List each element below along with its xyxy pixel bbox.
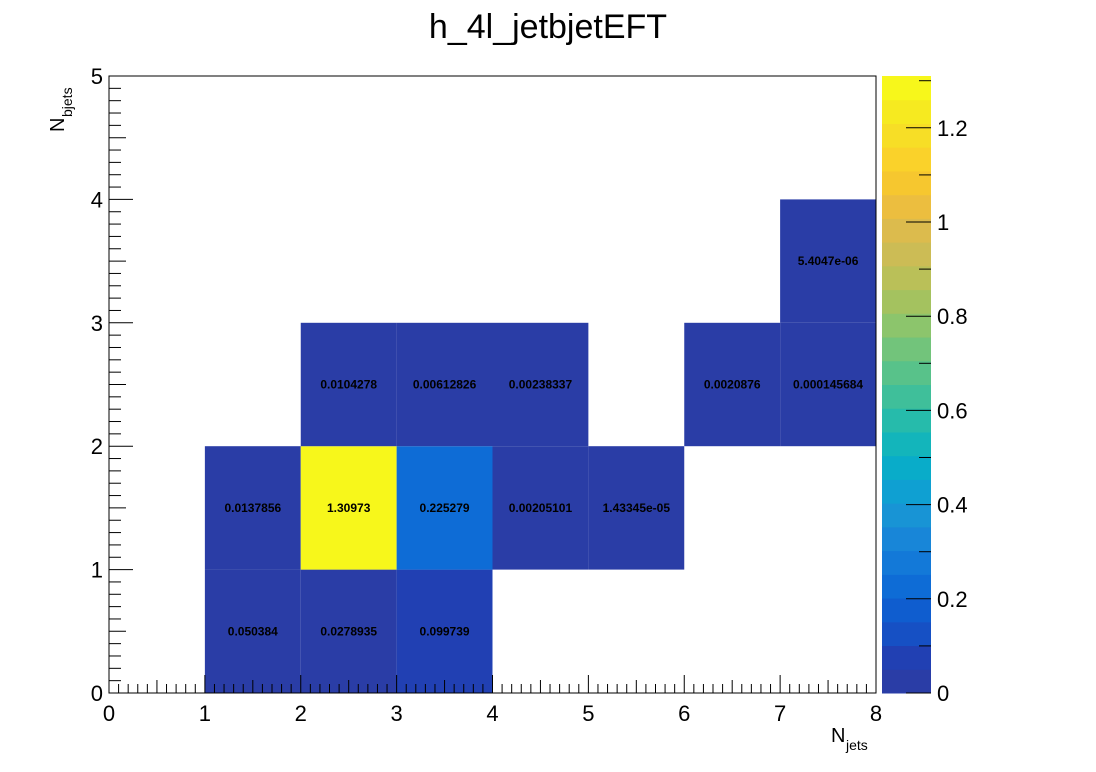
color-scale-bar: 0 0.2 0.4 0.6 0.8 1 1.2 — [882, 76, 968, 706]
heatmap-cell — [684, 322, 781, 447]
color-scale-band — [882, 408, 931, 433]
cell-value-label: 0.0104278 — [320, 378, 377, 392]
x-axis-label-main: N — [831, 725, 845, 747]
cell-labels: 0.050384 0.0278935 0.099739 0.0137856 1.3097… — [224, 254, 863, 638]
cell-value-label: 0.099739 — [420, 624, 470, 638]
heatmap-cells — [204, 199, 876, 693]
color-scale-tick-label: 1 — [937, 210, 949, 235]
cell-value-label: 0.225279 — [420, 501, 470, 515]
color-scale-band — [882, 123, 931, 148]
color-scale-band — [882, 99, 931, 124]
color-scale-band — [882, 621, 931, 647]
heatmap-cell — [492, 446, 589, 570]
heatmap-cell — [396, 322, 493, 447]
heatmap-cell — [204, 569, 301, 693]
color-scale-tick-label: 0.6 — [937, 398, 968, 423]
heatmap-cell — [300, 322, 397, 447]
x-axis-label-sub: jets — [845, 737, 868, 753]
heatmap-cell — [780, 199, 876, 323]
cell-value-label: 5.4047e-06 — [798, 254, 859, 268]
color-scale-band — [882, 526, 931, 552]
y-tick-label: 2 — [91, 434, 103, 459]
x-tick-label: 6 — [678, 701, 690, 726]
y-axis: 0 1 2 3 4 5 — [91, 64, 133, 706]
cell-value-label: 0.0020876 — [704, 378, 761, 392]
heatmap-cell — [396, 446, 493, 570]
x-tick-label: 5 — [582, 701, 594, 726]
color-scale-band — [882, 147, 931, 172]
heatmap-cell — [396, 569, 493, 693]
heatmap-cell — [204, 446, 301, 570]
x-tick-label: 2 — [295, 701, 307, 726]
cell-value-label: 1.43345e-05 — [603, 501, 671, 515]
cell-value-label: 0.0278935 — [320, 624, 377, 638]
x-tick-label: 7 — [774, 701, 786, 726]
color-scale-band — [882, 598, 931, 623]
color-scale-band — [882, 242, 931, 267]
cell-value-label: 0.050384 — [228, 624, 278, 638]
heatmap-cell — [300, 446, 397, 570]
color-scale-band — [882, 337, 931, 362]
color-scale-band — [882, 360, 931, 385]
heatmap-cell — [492, 322, 589, 447]
heatmap-cell — [300, 569, 397, 693]
x-tick-label: 8 — [870, 701, 882, 726]
cell-value-label: 0.000145684 — [793, 378, 863, 392]
color-scale-band — [882, 265, 931, 291]
y-tick-label: 5 — [91, 64, 103, 89]
cell-value-label: 0.0137856 — [224, 501, 281, 515]
x-tick-label: 4 — [486, 701, 498, 726]
color-scale-band — [882, 574, 931, 599]
x-tick-label: 3 — [391, 701, 403, 726]
x-axis-label: N jets — [831, 725, 868, 753]
y-tick-label: 4 — [91, 187, 103, 212]
x-tick-label: 0 — [103, 701, 115, 726]
x-axis: 0 1 2 3 4 5 6 7 8 — [103, 675, 882, 726]
y-tick-label: 3 — [91, 311, 103, 336]
color-scale-band — [882, 289, 931, 314]
heatmap-cell — [780, 322, 876, 447]
cell-value-label: 0.00238337 — [509, 378, 573, 392]
color-scale-tick-label: 0.4 — [937, 493, 968, 518]
color-scale-band — [882, 455, 931, 480]
y-tick-label: 1 — [91, 558, 103, 583]
color-scale-band — [882, 550, 931, 575]
color-scale-tick-label: 1.2 — [937, 116, 968, 141]
y-tick-label: 0 — [91, 681, 103, 706]
color-scale-band — [882, 76, 931, 101]
color-scale-band — [882, 503, 931, 528]
y-axis-label-main: N — [47, 118, 69, 132]
color-scale-tick-label: 0 — [937, 681, 949, 706]
color-scale-band — [882, 645, 931, 670]
cell-value-label: 1.30973 — [327, 501, 371, 515]
heatmap-cell — [588, 446, 685, 570]
cell-value-label: 0.00612826 — [413, 378, 477, 392]
chart-title: h_4l_jetbjetEFT — [429, 8, 667, 46]
color-scale-tick-label: 0.8 — [937, 304, 968, 329]
x-tick-label: 1 — [199, 701, 211, 726]
color-scale-band — [882, 313, 931, 338]
color-scale-band — [882, 431, 931, 457]
y-axis-label-sub: bjets — [59, 87, 75, 117]
color-scale-band — [882, 669, 931, 694]
color-scale-band — [882, 479, 931, 504]
color-scale-tick-label: 0.2 — [937, 587, 968, 612]
cell-value-label: 0.00205101 — [509, 501, 573, 515]
color-scale-band — [882, 194, 931, 219]
y-axis-label: N bjets — [47, 87, 75, 132]
color-scale-band — [882, 384, 931, 409]
